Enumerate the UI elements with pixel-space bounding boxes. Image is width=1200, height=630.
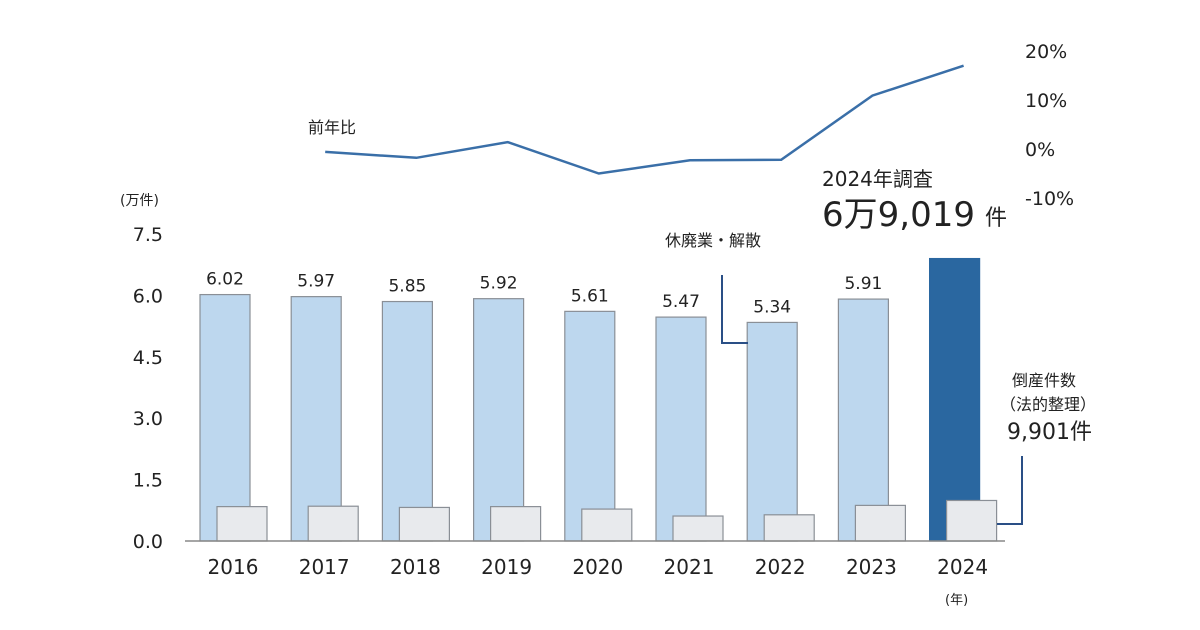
closure-value-label-2019: 5.92	[480, 274, 518, 294]
y-tick-label: 1.5	[133, 470, 163, 492]
x-tick-label-2024: 2024	[937, 555, 988, 579]
bankruptcy-bar-2022	[763, 514, 815, 542]
yoy-label: 前年比	[308, 118, 356, 137]
y-unit-label: (万件)	[120, 193, 159, 209]
closure-leader-line	[721, 275, 748, 344]
yoy-line-layer	[325, 64, 964, 175]
x-unit-label: (年)	[945, 593, 968, 608]
y2-tick-label: -10%	[1025, 188, 1074, 210]
bankruptcy-bar-2024	[945, 499, 998, 542]
closure-bar-2018	[381, 300, 433, 542]
x-tick-label-2021: 2021	[664, 555, 715, 579]
y-tick-label: 6.0	[133, 285, 163, 307]
y2-tick-label: 20%	[1025, 41, 1067, 63]
y-tick-label: 0.0	[133, 531, 163, 553]
x-tick-label-2016: 2016	[208, 555, 259, 579]
closure-value-label-2016: 6.02	[206, 270, 244, 290]
closure-value-label-2017: 5.97	[297, 272, 335, 292]
closure-bar-2016	[199, 293, 251, 542]
bankruptcy-bar-2017	[307, 505, 359, 542]
y2-tick-label: 0%	[1025, 139, 1055, 161]
survey-title: 2024年調査	[822, 167, 933, 191]
x-tick-label-2020: 2020	[572, 555, 623, 579]
x-tick-label-2019: 2019	[481, 555, 532, 579]
bankruptcy-bar-2023	[854, 504, 907, 542]
closure-bar-2017	[290, 296, 342, 542]
y-tick-label: 7.5	[133, 224, 163, 246]
axis-layer: 2016 2017 2018 2019 2020 2021 2022 2023 2024 0.0 1…	[133, 41, 1074, 579]
bankruptcy-bar-2018	[398, 506, 450, 542]
bankruptcy-bar-2016	[216, 506, 268, 542]
bankruptcy-label-1: 倒産件数	[1012, 371, 1076, 390]
yoy-line	[325, 64, 964, 175]
closure-bar-2023	[837, 298, 890, 542]
closure-bar-2022	[746, 321, 798, 542]
x-tick-label-2022: 2022	[755, 555, 806, 579]
bankruptcy-value: 9,901件	[1007, 420, 1092, 445]
closure-label: 休廃業・解散	[665, 231, 761, 250]
y-tick-label: 3.0	[133, 408, 163, 430]
y2-tick-label: 10%	[1025, 90, 1067, 112]
closure-value-label-2022: 5.34	[753, 297, 791, 317]
bars-layer: 6.02 5.97 5.85 5.92 5.61 5.47 5.34 5.91	[199, 257, 998, 542]
closure-value-label-2021: 5.47	[662, 292, 700, 312]
closure-value-label-2023: 5.91	[844, 274, 882, 294]
survey-value: 6万9,019	[822, 195, 975, 235]
bankruptcy-bar-2020	[581, 508, 633, 542]
bankruptcy-bar-2021	[672, 515, 724, 542]
x-tick-label-2017: 2017	[299, 555, 350, 579]
x-tick-label-2018: 2018	[390, 555, 441, 579]
closure-value-label-2020: 5.61	[571, 286, 609, 306]
y-tick-label: 4.5	[133, 347, 163, 369]
bankruptcy-leader-line	[997, 456, 1023, 525]
closure-value-label-2018: 5.85	[388, 277, 426, 297]
closure-bar-2024	[928, 257, 981, 542]
x-tick-label-2023: 2023	[846, 555, 897, 579]
closure-bar-2019	[473, 298, 525, 542]
bankruptcy-label-2: （法的整理）	[1000, 395, 1096, 414]
survey-value-unit: 件	[985, 206, 1007, 231]
bankruptcy-bar-2019	[490, 506, 542, 542]
closure-bar-2021	[655, 316, 707, 542]
closure-bar-2020	[564, 310, 616, 542]
